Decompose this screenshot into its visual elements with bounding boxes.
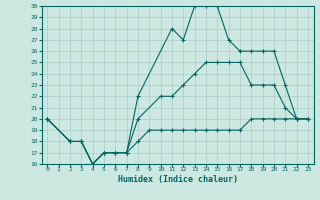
X-axis label: Humidex (Indice chaleur): Humidex (Indice chaleur) [118, 175, 237, 184]
